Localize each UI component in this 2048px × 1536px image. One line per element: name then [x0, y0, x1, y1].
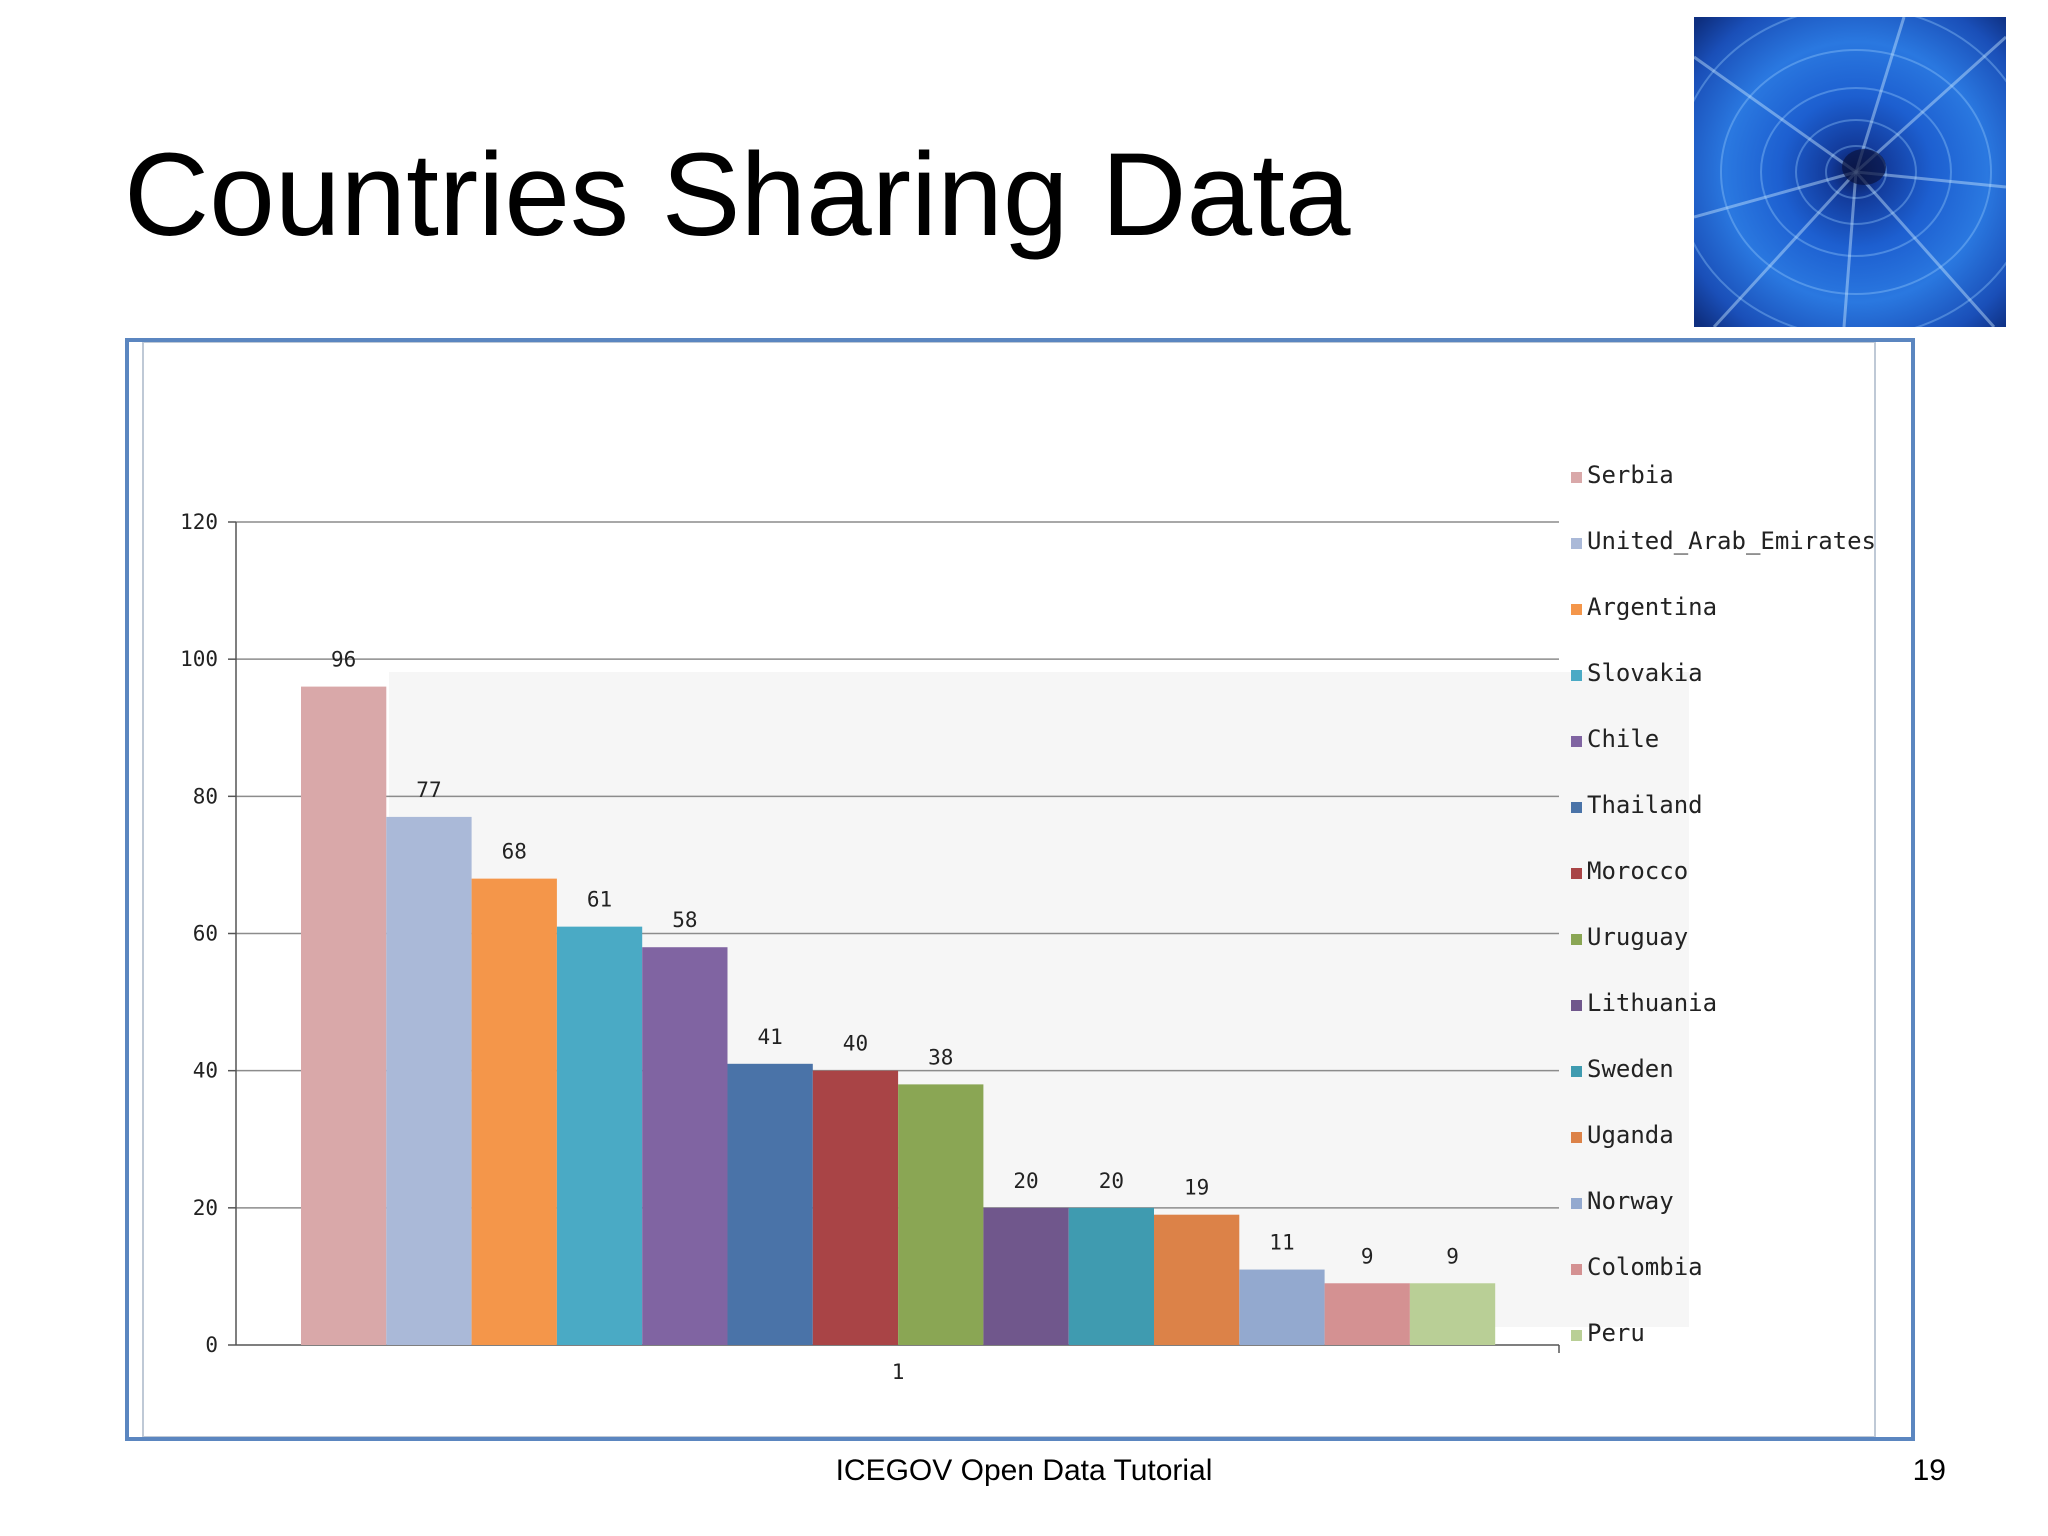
legend-label: Argentina: [1587, 593, 1717, 621]
chart-frame: 0 20 40 60 80 100 120 96 77 68 61 58 41 40 38 20 20 19 11 9…: [125, 338, 1915, 1441]
slide-title: Countries Sharing Data: [124, 129, 1351, 261]
data-label: 19: [1184, 1176, 1209, 1200]
legend-swatch: [1571, 1066, 1582, 1077]
legend-label: Uruguay: [1587, 923, 1688, 951]
y-tick-label: 20: [193, 1196, 218, 1220]
data-label: 20: [1013, 1169, 1038, 1193]
legend-swatch: [1571, 670, 1582, 681]
legend-swatch: [1571, 868, 1582, 879]
legend-label: Chile: [1587, 725, 1659, 753]
legend-swatch: [1571, 736, 1582, 747]
legend-label: Morocco: [1587, 857, 1688, 885]
y-tick-label: 100: [180, 647, 218, 671]
legend-label: Colombia: [1587, 1253, 1703, 1281]
y-tick-label: 80: [193, 784, 218, 808]
bar-sweden: [1068, 1207, 1154, 1345]
legend-label: Slovakia: [1587, 659, 1703, 687]
legend-label: Norway: [1587, 1187, 1674, 1215]
y-tick-label: 60: [193, 922, 218, 946]
legend-swatch: [1571, 604, 1582, 615]
bar-thailand: [727, 1063, 813, 1345]
legend-label: Sweden: [1587, 1055, 1674, 1083]
bar-united_arab_emirates: [386, 816, 472, 1345]
data-label: 61: [587, 888, 612, 912]
legend-swatch: [1571, 1330, 1582, 1341]
data-label: 40: [843, 1032, 868, 1056]
bar-norway: [1239, 1269, 1325, 1345]
data-label: 58: [672, 908, 697, 932]
bar-serbia: [301, 686, 387, 1345]
data-label: 68: [502, 840, 527, 864]
legend-label: Serbia: [1587, 461, 1674, 489]
legend-swatch: [1571, 802, 1582, 813]
data-label: 77: [416, 778, 441, 802]
data-label: 41: [758, 1025, 783, 1049]
legend-swatch: [1571, 472, 1582, 483]
bar-peru: [1409, 1283, 1496, 1345]
bar-slovakia: [556, 926, 643, 1345]
data-label: 11: [1269, 1231, 1294, 1255]
legend-swatch: [1571, 1264, 1582, 1275]
binary-tunnel-graphic: [1694, 17, 2006, 327]
bar-uruguay: [898, 1084, 984, 1345]
data-label: 9: [1361, 1244, 1374, 1268]
legend-label: Lithuania: [1587, 989, 1717, 1017]
legend-swatch: [1571, 1132, 1582, 1143]
bar-colombia: [1324, 1283, 1410, 1345]
legend-label: Peru: [1587, 1319, 1645, 1347]
legend-label: Thailand: [1587, 791, 1703, 819]
y-tick-label: 120: [180, 510, 218, 534]
bar-lithuania: [983, 1207, 1069, 1345]
bar-chile: [642, 947, 728, 1345]
data-label: 20: [1099, 1169, 1124, 1193]
bar-uganda: [1154, 1214, 1240, 1345]
legend-swatch: [1571, 934, 1582, 945]
legend-label: United_Arab_Emirates: [1587, 527, 1876, 555]
bar-morocco: [812, 1070, 899, 1345]
data-label: 96: [331, 648, 356, 672]
legend-swatch: [1571, 538, 1582, 549]
y-tick-label: 0: [205, 1333, 218, 1357]
legend-swatch: [1571, 1198, 1582, 1209]
binary-tunnel-image: [1694, 17, 2006, 327]
data-label: 38: [928, 1045, 953, 1069]
y-tick-label: 40: [193, 1059, 218, 1083]
data-label: 9: [1446, 1244, 1459, 1268]
x-category-label: 1: [892, 1360, 905, 1384]
legend-swatch: [1571, 1000, 1582, 1011]
legend-label: Uganda: [1587, 1121, 1674, 1149]
page-number: 19: [1912, 1454, 1946, 1487]
bar-argentina: [471, 878, 557, 1345]
slide-footer: ICEGOV Open Data Tutorial: [835, 1454, 1213, 1487]
